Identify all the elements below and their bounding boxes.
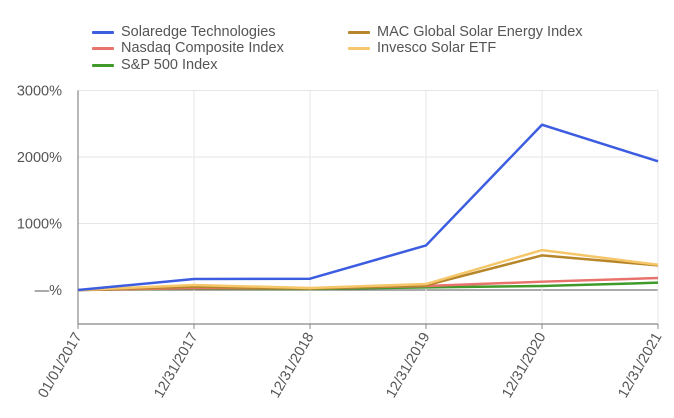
y-tick-label: 2000% <box>17 150 62 166</box>
legend-label: Invesco Solar ETF <box>377 40 497 56</box>
series-line-solaredge-technologies <box>77 123 659 292</box>
legend-item-invesco[interactable]: Invesco Solar ETF <box>348 40 496 56</box>
legend-swatch <box>348 46 370 50</box>
legend-swatch <box>348 30 370 34</box>
legend-label: S&P 500 Index <box>121 57 218 73</box>
series-line-invesco-solar-etf <box>77 248 659 292</box>
x-tick-label: 12/31/2021 <box>615 330 665 401</box>
legend-swatch <box>92 63 114 67</box>
x-tick-label: 01/01/2017 <box>35 330 85 401</box>
legend-item-sp500[interactable]: S&P 500 Index <box>92 57 217 73</box>
x-tick-label: 12/31/2020 <box>499 330 549 401</box>
legend-swatch <box>92 46 114 50</box>
legend-item-mac-global[interactable]: MAC Global Solar Energy Index <box>348 24 583 40</box>
legend-label: Nasdaq Composite Index <box>121 40 284 56</box>
x-tick-label: 12/31/2018 <box>267 330 317 401</box>
legend-swatch <box>92 30 114 34</box>
x-tick-label: 12/31/2019 <box>383 330 433 401</box>
y-tick-label: 3000% <box>17 84 62 100</box>
y-tick-label: —% <box>35 283 63 299</box>
x-tick-label: 12/31/2017 <box>151 330 201 401</box>
legend-item-nasdaq[interactable]: Nasdaq Composite Index <box>92 40 284 56</box>
legend-label: MAC Global Solar Energy Index <box>377 24 583 40</box>
legend-item-solaredge[interactable]: Solaredge Technologies <box>92 24 276 40</box>
legend-label: Solaredge Technologies <box>121 24 276 40</box>
y-tick-label: 1000% <box>17 217 62 233</box>
